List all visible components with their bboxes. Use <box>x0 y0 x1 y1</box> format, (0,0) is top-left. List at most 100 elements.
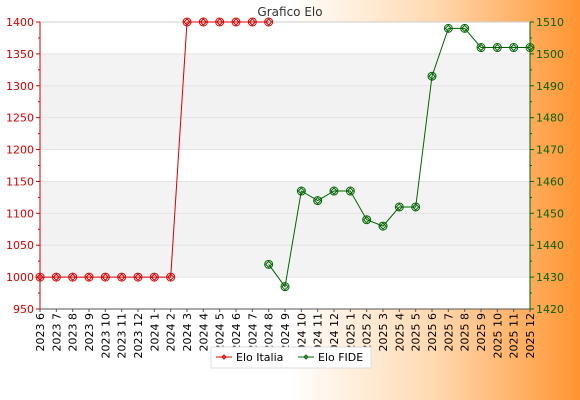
right-tick-label: 1420 <box>536 303 564 316</box>
data-point <box>100 272 110 282</box>
data-point-marker <box>52 273 61 281</box>
grid-band-shaded <box>40 117 530 150</box>
x-tick-label: 2024 3 <box>181 313 194 352</box>
data-point-marker <box>264 18 273 26</box>
right-tick-label: 1480 <box>536 112 564 125</box>
grid-bands <box>40 21 530 310</box>
grid-band <box>40 213 530 246</box>
x-tick-label: 2023 11 <box>116 313 129 359</box>
data-point <box>182 17 192 27</box>
right-tick-label: 1430 <box>536 271 564 284</box>
grid-band-shaded <box>40 245 530 278</box>
data-point <box>51 272 61 282</box>
x-tick-label: 2025 10 <box>491 313 504 359</box>
left-tick-label: 1200 <box>6 144 34 157</box>
x-tick-label: 2024 2 <box>165 313 178 352</box>
left-tick-label: 1300 <box>6 80 34 93</box>
data-point-marker <box>36 273 44 281</box>
data-point <box>247 17 257 27</box>
data-point-marker <box>117 273 126 281</box>
x-tick-label: 2023 9 <box>83 313 96 352</box>
x-tick-label: 2023 12 <box>132 313 145 359</box>
data-point-marker <box>346 187 355 195</box>
data-point <box>411 202 421 212</box>
x-tick-label: 2025 2 <box>361 313 374 352</box>
x-tick-label: 2023 6 <box>34 313 47 352</box>
right-tick-label: 1460 <box>536 175 564 188</box>
data-point <box>378 221 388 231</box>
x-tick-label: 2024 5 <box>214 313 227 352</box>
series-layer <box>35 17 535 292</box>
right-tick-label: 1490 <box>536 80 564 93</box>
data-point <box>296 186 306 196</box>
data-point-marker <box>101 273 110 281</box>
chart-title: Grafico Elo <box>257 5 322 19</box>
data-point <box>345 186 355 196</box>
data-point <box>68 272 78 282</box>
series-line <box>40 21 269 278</box>
data-point <box>133 272 143 282</box>
legend-marker-elo-italia <box>221 354 227 360</box>
data-point-marker <box>460 24 469 33</box>
x-tick-label: 2025 5 <box>410 313 423 352</box>
series-1 <box>264 23 535 292</box>
grid-band-shaded <box>40 181 530 214</box>
data-point-marker <box>199 18 208 26</box>
series-0 <box>35 17 274 282</box>
data-point-marker <box>232 18 240 26</box>
data-point <box>198 17 208 27</box>
legend-label-elo-fide: Elo FIDE <box>318 351 363 364</box>
x-tick-label: 2025 3 <box>377 313 390 352</box>
data-point <box>231 17 241 27</box>
x-tick-label: 2025 12 <box>524 313 537 359</box>
data-point <box>394 202 404 212</box>
data-point <box>509 43 519 53</box>
left-tick-label: 1350 <box>6 48 34 61</box>
data-point-marker <box>379 222 387 230</box>
data-point <box>166 272 176 282</box>
x-tick-label: 2024 8 <box>263 313 276 352</box>
x-tick-label: 2024 6 <box>230 313 243 352</box>
x-tick-label: 2024 1 <box>148 313 161 352</box>
data-point-marker <box>85 273 93 281</box>
x-tick-label: 2023 8 <box>67 313 80 352</box>
data-point <box>362 215 372 225</box>
data-point <box>443 23 453 33</box>
data-point-marker <box>509 43 518 52</box>
right-axis: 1420 1430 1440 1450 1460 1470 1480 1490 1500 1510 <box>529 16 564 316</box>
x-tick-label: 2024 4 <box>197 313 210 352</box>
data-point-marker <box>183 18 191 26</box>
data-point <box>264 17 274 27</box>
data-point-marker <box>411 203 420 211</box>
data-point <box>215 17 225 27</box>
data-point-marker <box>134 273 142 281</box>
x-tick-label: 2023 10 <box>99 313 112 359</box>
grid-band <box>40 85 530 118</box>
left-tick-label: 950 <box>13 303 34 316</box>
legend-box <box>210 346 372 369</box>
grid-band-shaded <box>40 53 530 86</box>
data-point <box>149 272 159 282</box>
x-tick-label: 2025 1 <box>344 313 357 352</box>
data-point <box>117 272 127 282</box>
left-tick-label: 1050 <box>6 239 34 252</box>
right-tick-label: 1450 <box>536 207 564 220</box>
x-tick-label: 2025 6 <box>426 313 439 352</box>
x-tick-label: 2024 9 <box>279 313 292 352</box>
data-point-marker <box>150 273 159 281</box>
x-tick-label: 2025 8 <box>459 313 472 352</box>
data-point-marker <box>330 187 338 195</box>
legend: Elo Italia Elo FIDE <box>210 346 372 369</box>
x-tick-label: 2025 9 <box>475 313 488 352</box>
left-axis: 950 1000 1050 1100 1150 1200 1250 1300 1350 1400 <box>6 16 41 316</box>
right-tick-label: 1510 <box>536 16 564 29</box>
data-point <box>476 43 486 53</box>
data-point-marker <box>264 260 273 269</box>
right-tick-label: 1500 <box>536 48 564 61</box>
data-point <box>280 282 290 292</box>
data-point <box>427 71 437 81</box>
data-point-marker <box>166 273 175 281</box>
left-tick-label: 1000 <box>6 271 34 284</box>
series-line <box>268 27 530 288</box>
